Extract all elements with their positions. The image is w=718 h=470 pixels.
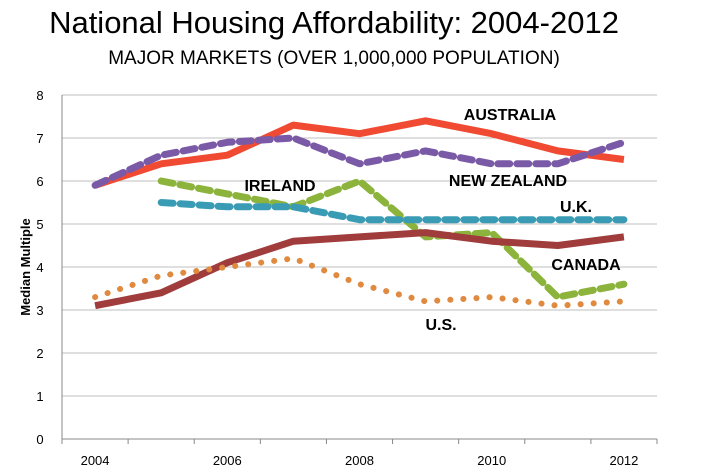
series-line-new-zealand (91, 134, 628, 189)
series-labels: AUSTRALIA NEW ZEALAND IRELAND U.K. CANADA U.S… (244, 107, 621, 334)
series-label-australia: AUSTRALIA (464, 107, 557, 124)
series-label-u-s: U.S. (425, 317, 456, 334)
y-tick-label: 6 (36, 174, 43, 189)
chart-subtitle: MAJOR MARKETS (OVER 1,000,000 POPULATION… (108, 48, 560, 69)
y-tick-label: 1 (36, 389, 43, 404)
axes: 0 1 2 3 4 5 6 7 8 2004 2006 2008 2010 2012 Median Mult… (18, 88, 658, 468)
y-tick-label: 7 (36, 131, 43, 146)
series-label-new-zealand: NEW ZEALAND (449, 173, 567, 190)
x-tick-label: 2010 (477, 453, 506, 468)
chart-title: National Housing Affordability: 2004-201… (49, 5, 619, 40)
y-tick-label: 5 (36, 217, 43, 232)
x-tick-label: 2004 (81, 453, 110, 468)
y-tick-label: 3 (36, 303, 43, 318)
x-tick-label: 2012 (609, 453, 638, 468)
y-tick-label: 2 (36, 346, 43, 361)
y-axis-label: Median Multiple (18, 218, 33, 316)
y-tick-label: 8 (36, 88, 43, 103)
x-tick-label: 2006 (213, 453, 242, 468)
series-line-u-s (92, 255, 627, 309)
series-label-ireland: IRELAND (244, 178, 315, 195)
y-tick-label: 4 (36, 260, 43, 275)
y-tick-label: 0 (36, 432, 43, 447)
series-label-canada: CANADA (551, 257, 621, 274)
series-line-u-k (157, 199, 628, 224)
series-label-u-k: U.K. (560, 199, 592, 216)
series-lines (91, 117, 628, 310)
x-tick-label: 2008 (345, 453, 374, 468)
series-line-australia (94, 117, 625, 189)
series-line-ireland (157, 177, 628, 301)
series-line-canada (94, 229, 625, 310)
